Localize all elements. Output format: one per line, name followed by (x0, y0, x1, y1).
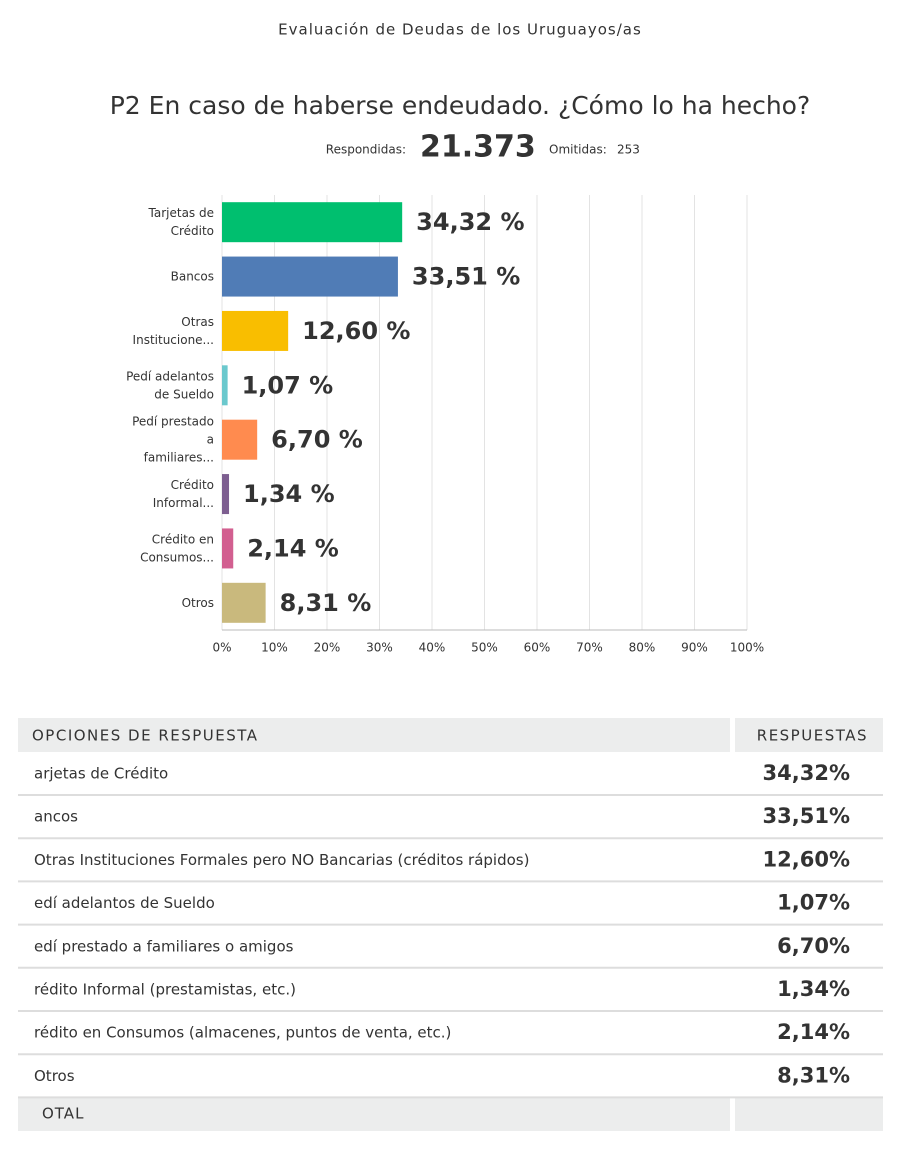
option-label: ancos (34, 808, 78, 826)
skipped-value: 253 (617, 143, 640, 157)
y-tick-label: Bancos (171, 269, 214, 283)
value-label: 2,14 % (247, 534, 339, 562)
x-tick-label: 100% (730, 641, 764, 655)
bar (222, 202, 403, 243)
skipped-label: Omitidas: (549, 143, 607, 157)
response-percent: 1,34% (777, 977, 850, 1001)
footer-cell-bg (735, 1097, 883, 1131)
x-tick-label: 0% (212, 641, 231, 655)
y-tick-label: Crédito Informal... (153, 478, 214, 510)
bar (222, 256, 398, 297)
y-tick-label: Pedí adelantos de Sueldo (126, 369, 214, 401)
response-percent: 34,32% (763, 761, 850, 785)
bar (222, 474, 230, 515)
value-label: 1,07 % (242, 371, 334, 399)
response-percent: 33,51% (763, 804, 850, 828)
response-percent: 2,14% (777, 1020, 850, 1044)
header-cell-bg (735, 718, 883, 752)
value-label: 33,51 % (412, 263, 520, 291)
answered-label: Respondidas: (326, 143, 406, 157)
response-percent: 6,70% (777, 934, 850, 958)
bar (222, 310, 289, 351)
x-tick-label: 30% (366, 641, 393, 655)
y-tick-label: Crédito en Consumos... (140, 532, 214, 564)
option-label: rédito Informal (prestamistas, etc.) (34, 981, 296, 999)
option-label: rédito en Consumos (almacenes, puntos de… (34, 1024, 451, 1042)
x-tick-label: 50% (471, 641, 498, 655)
bar (222, 528, 234, 569)
response-percent: 8,31% (777, 1063, 850, 1087)
bar-chart: 0% 10% 20% 30% 40% 50% 60% 70% 80% 90% 100% Tarjeta… (126, 195, 764, 655)
option-label: arjetas de Crédito (34, 765, 168, 783)
table-footer: OTAL (42, 1105, 84, 1123)
footer-cell-bg (18, 1097, 730, 1131)
response-percent: 1,07% (777, 891, 850, 915)
bar (222, 582, 266, 623)
value-label: 8,31 % (280, 589, 372, 617)
value-label: 34,32 % (416, 208, 524, 236)
option-label: Otros (34, 1067, 75, 1085)
response-table: OPCIONES DE RESPUESTA RESPUESTAS OTAL ar… (18, 718, 883, 1131)
y-tick-label: Tarjetas de Crédito (148, 206, 214, 238)
header-cell-bg (18, 718, 730, 752)
value-label: 6,70 % (271, 426, 363, 454)
x-tick-label: 40% (419, 641, 446, 655)
y-tick-label: Otras Institucione... (133, 314, 214, 346)
y-tick-label: Otros (182, 595, 214, 609)
value-label: 12,60 % (302, 317, 410, 345)
option-label: edí prestado a familiares o amigos (34, 937, 294, 955)
answered-value: 21.373 (420, 130, 536, 165)
response-percent: 12,60% (763, 847, 850, 871)
x-tick-label: 80% (629, 641, 656, 655)
question-title: P2 En caso de haberse endeudado. ¿Cómo l… (110, 91, 811, 120)
value-label: 1,34 % (243, 480, 335, 508)
option-label: edí adelantos de Sueldo (34, 894, 215, 912)
option-label: Otras Instituciones Formales pero NO Ban… (34, 851, 529, 869)
bar (222, 419, 258, 460)
report-header: Evaluación de Deudas de los Uruguayos/as (278, 21, 642, 39)
x-tick-label: 70% (576, 641, 603, 655)
table-header: OPCIONES DE RESPUESTA (32, 727, 259, 745)
x-tick-label: 60% (524, 641, 551, 655)
y-tick-label: Pedí prestado a familiares... (132, 414, 214, 464)
x-tick-label: 10% (261, 641, 288, 655)
x-tick-label: 20% (314, 641, 341, 655)
x-tick-label: 90% (681, 641, 708, 655)
bar (222, 365, 228, 406)
table-header: RESPUESTAS (757, 727, 868, 745)
